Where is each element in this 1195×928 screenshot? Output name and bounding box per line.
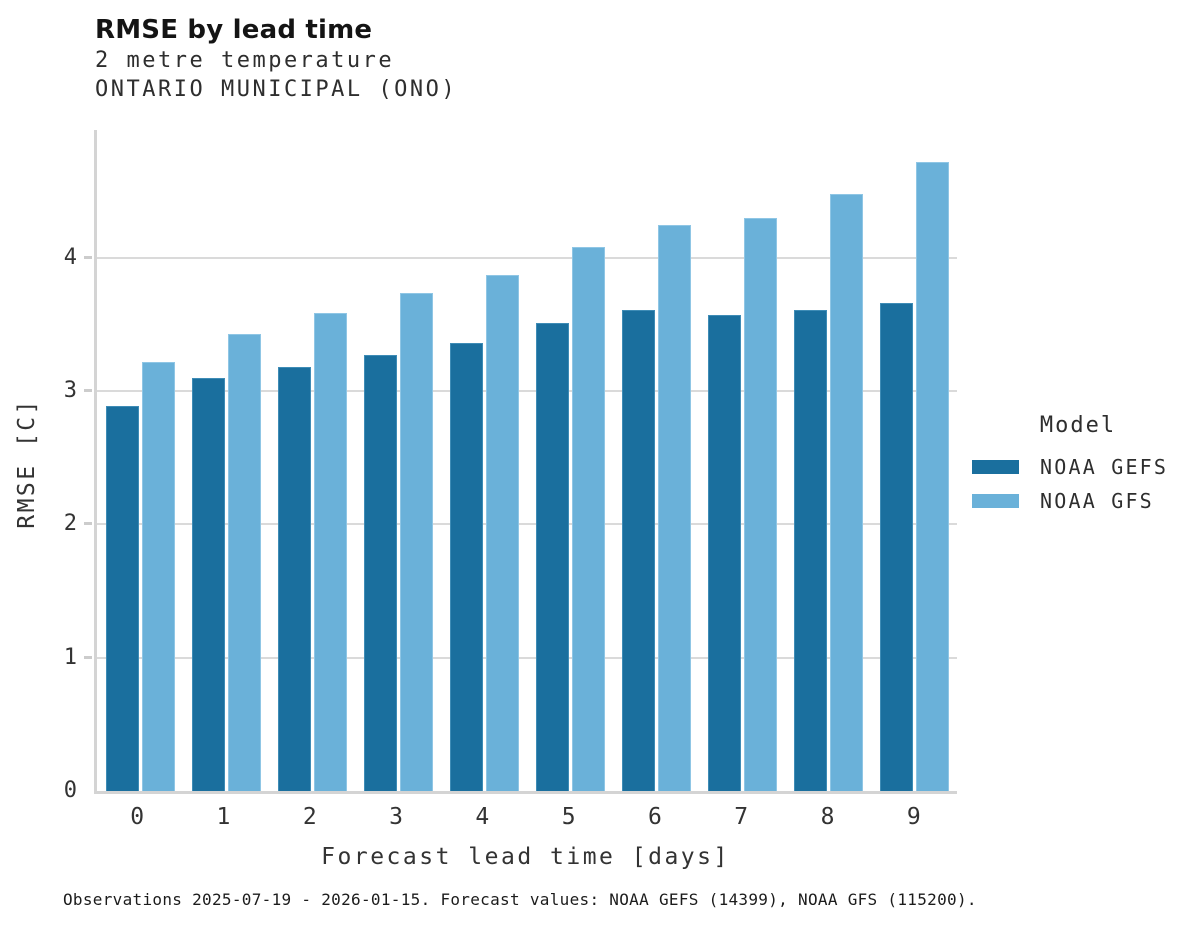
y-tickmark-1 bbox=[84, 655, 92, 659]
bar-noaa-gfs-lead-3 bbox=[399, 292, 433, 791]
x-ticklabel-2: 2 bbox=[302, 804, 317, 830]
bar-noaa-gefs-lead-7 bbox=[707, 315, 741, 791]
legend-swatch-noaa-gfs bbox=[972, 494, 1019, 508]
x-tick-labels: 0 1 2 3 4 5 6 7 8 9 bbox=[94, 804, 957, 830]
chart-title: RMSE by lead time bbox=[95, 15, 373, 45]
chart-subtitle-variable: 2 metre temperature bbox=[95, 48, 395, 73]
bar-noaa-gefs-lead-4 bbox=[449, 343, 483, 791]
bar-group-3 bbox=[355, 130, 441, 791]
bar-noaa-gefs-lead-8 bbox=[793, 309, 827, 791]
bar-noaa-gfs-lead-7 bbox=[743, 217, 777, 791]
bar-group-6 bbox=[613, 130, 699, 791]
x-ticklabel-4: 4 bbox=[475, 804, 490, 830]
x-ticklabel-5: 5 bbox=[561, 804, 576, 830]
y-ticklabel-0: 0 bbox=[63, 778, 77, 803]
bar-noaa-gfs-lead-5 bbox=[571, 247, 605, 791]
legend-title: Model bbox=[1039, 413, 1117, 438]
x-ticklabel-7: 7 bbox=[734, 804, 749, 830]
y-tickmark-4 bbox=[84, 255, 92, 259]
bar-noaa-gfs-lead-4 bbox=[485, 275, 519, 791]
x-ticklabel-0: 0 bbox=[130, 804, 145, 830]
bar-noaa-gfs-lead-1 bbox=[227, 333, 261, 791]
legend-entry-noaa-gefs: NOAA GEFS bbox=[972, 450, 1184, 484]
bar-group-8 bbox=[785, 130, 871, 791]
title-block: RMSE by lead time 2 metre temperature ON… bbox=[95, 14, 457, 104]
y-ticklabel-1: 1 bbox=[63, 644, 77, 670]
x-ticklabel-3: 3 bbox=[389, 804, 403, 830]
bar-noaa-gfs-lead-6 bbox=[657, 224, 691, 791]
bar-noaa-gefs-lead-1 bbox=[191, 377, 225, 791]
legend: Model NOAA GEFS NOAA GFS bbox=[972, 413, 1184, 518]
legend-swatch-noaa-gefs bbox=[972, 460, 1019, 474]
bar-noaa-gfs-lead-8 bbox=[829, 193, 863, 791]
bar-noaa-gefs-lead-3 bbox=[363, 355, 397, 791]
bar-group-9 bbox=[871, 130, 957, 791]
gridline-y-1 bbox=[97, 656, 957, 659]
bar-group-1 bbox=[183, 130, 269, 791]
bar-noaa-gefs-lead-5 bbox=[535, 323, 569, 791]
x-ticklabel-9: 9 bbox=[906, 804, 921, 830]
bar-noaa-gefs-lead-6 bbox=[621, 309, 655, 791]
bar-group-0 bbox=[97, 130, 183, 791]
y-axis-label: RMSE [C] bbox=[14, 398, 40, 529]
gridline-y-2 bbox=[97, 523, 957, 526]
gridline-y-3 bbox=[97, 390, 957, 393]
bar-group-5 bbox=[527, 130, 613, 791]
x-axis-label: Forecast lead time [days] bbox=[321, 844, 730, 870]
bar-noaa-gfs-lead-2 bbox=[313, 312, 347, 791]
chart-subtitle-station: ONTARIO MUNICIPAL (ONO) bbox=[95, 77, 458, 102]
bar-noaa-gfs-lead-9 bbox=[915, 161, 949, 791]
footer-caption: Observations 2025-07-19 - 2026-01-15. Fo… bbox=[63, 890, 977, 909]
bar-noaa-gefs-lead-2 bbox=[277, 367, 311, 791]
y-ticklabel-4: 4 bbox=[63, 244, 77, 270]
y-ticklabel-3: 3 bbox=[63, 378, 77, 404]
bar-group-7 bbox=[699, 130, 785, 791]
legend-label-noaa-gefs: NOAA GEFS bbox=[1040, 455, 1169, 479]
bar-noaa-gefs-lead-9 bbox=[879, 303, 913, 791]
plot-area: 0 1 2 3 4 bbox=[64, 130, 957, 803]
bar-noaa-gefs-lead-0 bbox=[105, 405, 139, 791]
legend-entry-noaa-gfs: NOAA GFS bbox=[972, 484, 1184, 518]
legend-entries: NOAA GEFS NOAA GFS bbox=[972, 450, 1184, 518]
bar-noaa-gfs-lead-0 bbox=[141, 361, 175, 791]
x-ticklabel-6: 6 bbox=[648, 804, 662, 830]
y-ticklabel-2: 2 bbox=[63, 511, 77, 537]
y-tickmark-3 bbox=[84, 389, 92, 393]
y-tickmark-2 bbox=[84, 522, 92, 526]
gridline-y-4 bbox=[97, 256, 957, 259]
bars-container bbox=[97, 130, 957, 791]
bar-group-4 bbox=[441, 130, 527, 791]
legend-label-noaa-gfs: NOAA GFS bbox=[1040, 489, 1154, 513]
bar-group-2 bbox=[269, 130, 355, 791]
x-ticklabel-8: 8 bbox=[820, 804, 835, 830]
x-ticklabel-1: 1 bbox=[216, 804, 231, 830]
